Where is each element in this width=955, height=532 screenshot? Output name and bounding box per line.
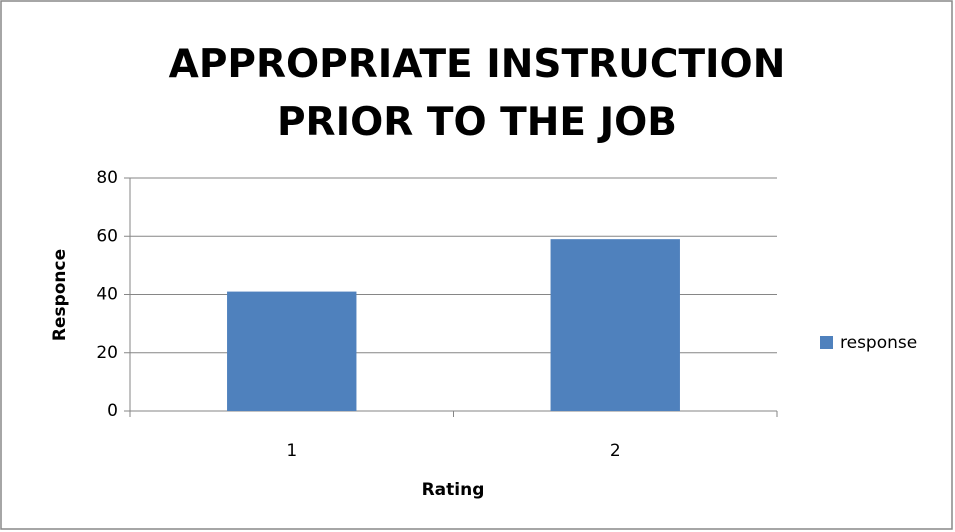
legend-label: response [840, 333, 917, 353]
x-tick-label: 2 [610, 441, 621, 461]
bar [550, 239, 680, 411]
y-tick-label: 0 [107, 401, 118, 421]
chart-title: APPROPRIATE INSTRUCTION PRIOR TO THE JOB [168, 42, 786, 145]
x-tick-label: 1 [286, 441, 297, 461]
legend-swatch [820, 336, 833, 349]
x-axis-label: Rating [422, 480, 485, 500]
y-tick-label: 60 [96, 226, 118, 246]
y-tick-label: 40 [96, 285, 118, 305]
y-tick-label: 20 [96, 343, 118, 363]
y-tick-label: 80 [96, 168, 118, 188]
y-axis-label: Responce [50, 249, 70, 341]
bar [227, 291, 357, 411]
